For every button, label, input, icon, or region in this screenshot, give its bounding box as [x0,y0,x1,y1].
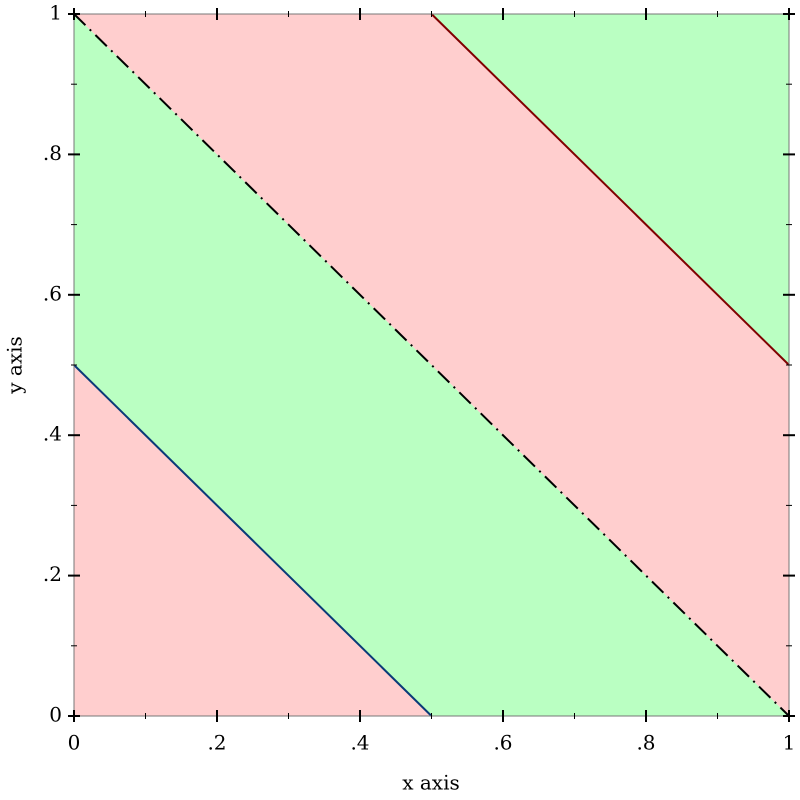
y-tick-label: .4 [43,422,62,446]
y-tick-label: .8 [43,141,62,165]
x-tick-label: .6 [493,731,512,755]
y-tick-label: 0 [49,703,62,727]
y-axis-label: y axis [3,336,27,395]
y-tick-label: 1 [49,1,62,25]
x-tick-label: 1 [783,731,796,755]
y-tick-label: .2 [43,562,62,586]
contour-line [430,13,790,366]
x-tick-label: .2 [207,731,226,755]
x-tick-label: 0 [68,731,81,755]
x-axis-label: x axis [402,771,460,795]
contour-line [73,364,433,717]
x-tick-label: .4 [350,731,369,755]
y-tick-label: .6 [43,281,62,305]
x-tick-label: .8 [636,731,655,755]
